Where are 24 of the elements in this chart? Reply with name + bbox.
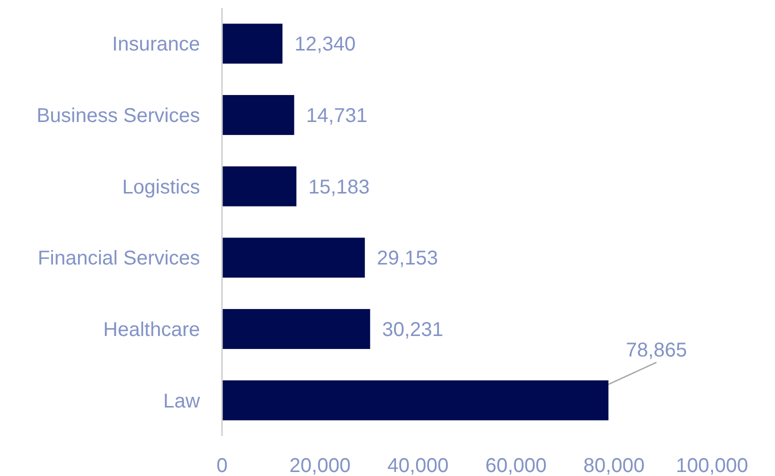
y-tick-label: Law: [163, 390, 201, 412]
bar: [222, 309, 370, 349]
x-tick-label: 40,000: [387, 455, 449, 476]
bar: [222, 166, 296, 206]
x-tick-label: 100,000: [676, 455, 748, 476]
y-tick-label: Business Services: [36, 105, 200, 127]
y-tick-label: Insurance: [112, 34, 200, 56]
bar: [222, 95, 294, 135]
data-label: 12,340: [294, 34, 356, 56]
x-tick-label: 60,000: [485, 455, 547, 476]
x-tick-label: 20,000: [289, 455, 351, 476]
data-label: 15,183: [308, 176, 370, 198]
bar: [222, 380, 608, 420]
data-label: 78,865: [626, 339, 688, 362]
data-label: 29,153: [376, 248, 438, 270]
y-tick-label: Logistics: [122, 176, 200, 198]
data-label: 30,231: [382, 319, 444, 341]
y-tick-label: Financial Services: [38, 248, 200, 270]
data-label: 14,731: [306, 105, 368, 127]
x-tick-label: 0: [216, 455, 228, 476]
bar: [222, 238, 365, 278]
bar: [222, 24, 282, 64]
y-tick-label: Healthcare: [103, 319, 200, 341]
x-tick-label: 80,000: [583, 455, 645, 476]
